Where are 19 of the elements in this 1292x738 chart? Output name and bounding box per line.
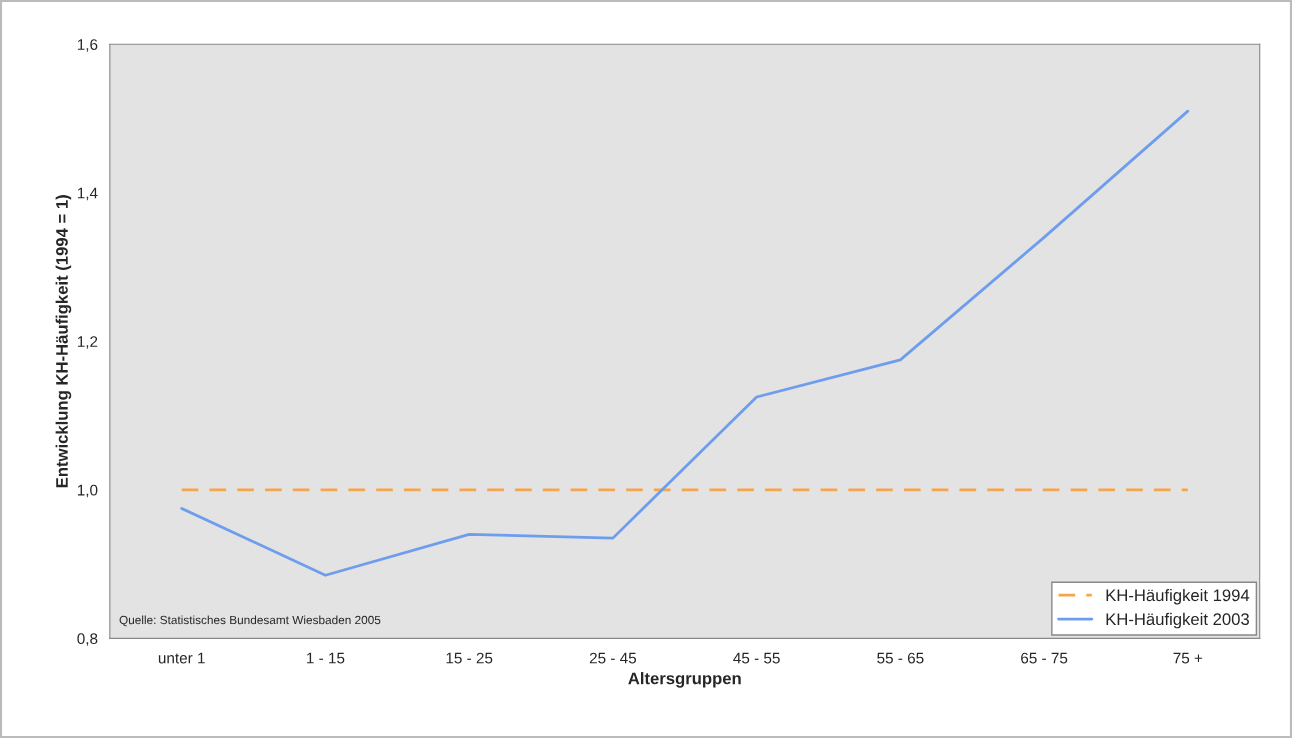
x-tick-label: 25 - 45	[589, 652, 637, 664]
x-axis-title: Altersgruppen	[628, 672, 741, 688]
x-tick-label: unter 1	[158, 652, 205, 664]
x-tick-label: 15 - 25	[446, 652, 493, 664]
annotation: Quelle: Statistisches Bundesamt Wiesbaden 2005	[119, 615, 381, 627]
legend-label: KH-Häufigkeit 2003	[1106, 612, 1249, 629]
line-series	[180, 109, 1190, 577]
y-tick-label: 1,4	[77, 187, 98, 201]
y-axis-title: Entwicklung KH-Häufigkeit (1994 = 1)	[55, 195, 72, 488]
y-tick-label: 1,6	[77, 39, 98, 52]
x-tick-label: 1 - 15	[307, 652, 345, 664]
y-tick-label: 1,0	[77, 484, 98, 498]
y-tick-label: 0,8	[77, 633, 98, 646]
x-tick-label: 65 - 75	[1021, 652, 1068, 664]
x-tick-label: 55 - 65	[877, 652, 924, 664]
legend-label: KH-Häufigkeit 1994	[1106, 588, 1250, 605]
x-tick-label: 45 - 55	[733, 652, 780, 664]
x-tick-label: 75 +	[1173, 652, 1203, 664]
y-tick-label: 1,2	[77, 336, 98, 349]
